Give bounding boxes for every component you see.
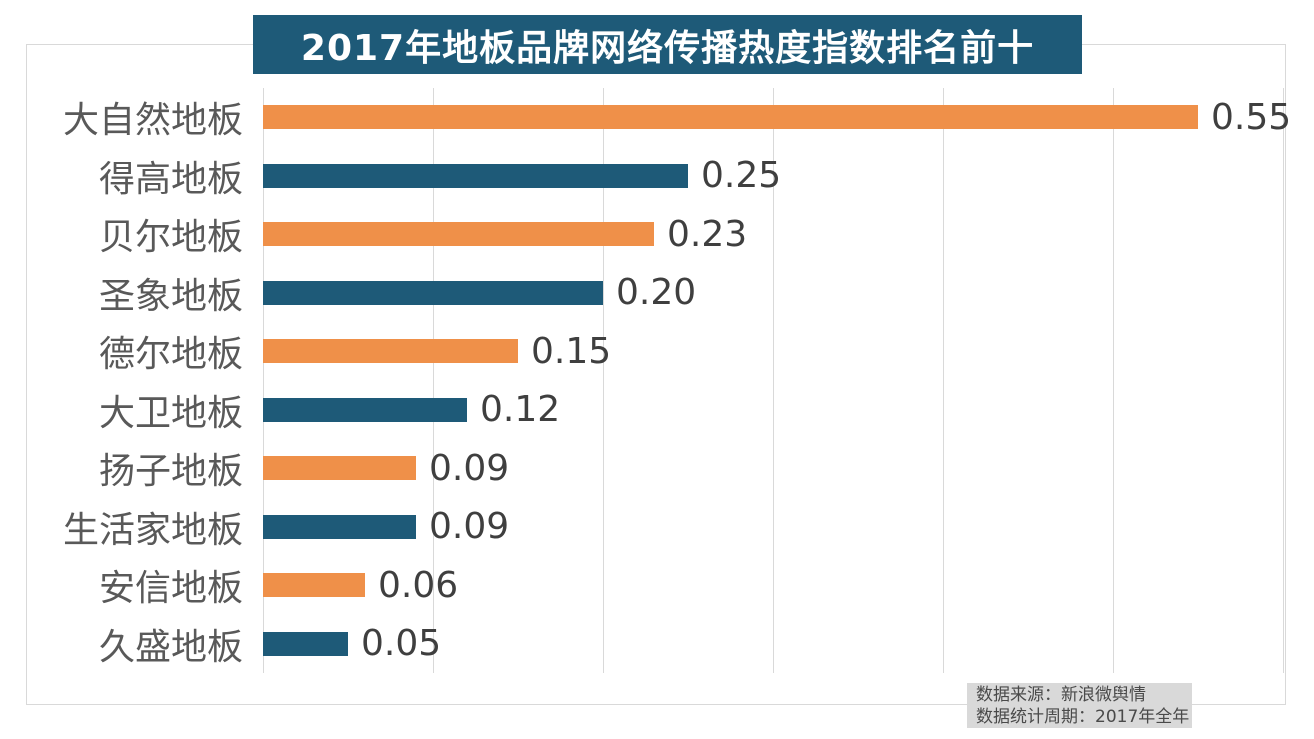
category-label: 大自然地板 (62, 100, 243, 142)
value-label: 0.05 (361, 623, 442, 665)
gridline (603, 88, 604, 673)
bar (263, 573, 365, 598)
category-label: 大卫地板 (98, 392, 243, 434)
category-label: 圣象地板 (98, 275, 243, 317)
gridline (263, 88, 264, 673)
category-label: 得高地板 (98, 158, 243, 200)
category-label: 德尔地板 (98, 334, 243, 376)
gridline (1283, 88, 1284, 673)
bar (263, 163, 688, 188)
gridline (773, 88, 774, 673)
value-label: 0.06 (378, 564, 459, 606)
bar (263, 514, 416, 539)
value-label: 0.09 (429, 506, 510, 548)
category-label: 扬子地板 (98, 451, 243, 493)
bar (263, 105, 1198, 130)
source-line: 数据来源：新浪微舆情 (976, 684, 1146, 705)
plot-frame (26, 44, 1286, 705)
bar (263, 397, 467, 422)
bar (263, 280, 603, 305)
bar (263, 339, 518, 364)
value-label: 0.55 (1211, 96, 1292, 138)
chart-title: 2017年地板品牌网络传播热度指数排名前十 (253, 15, 1082, 74)
category-label: 贝尔地板 (98, 217, 243, 259)
source-note: 数据来源：新浪微舆情 数据统计周期：2017年全年 (967, 683, 1192, 728)
category-label: 生活家地板 (62, 509, 243, 551)
bar (263, 631, 348, 656)
category-labels: 大自然地板得高地板贝尔地板圣象地板德尔地板大卫地板扬子地板生活家地板安信地板久盛… (26, 88, 243, 673)
gridline (1113, 88, 1114, 673)
category-label: 久盛地板 (98, 626, 243, 668)
value-label: 0.23 (667, 213, 748, 255)
value-label: 0.25 (701, 155, 782, 197)
value-label: 0.15 (531, 330, 612, 372)
plot-area: 0.55 0.25 0.23 0.20 0.15 0.12 0.09 0.09 0.06 0.05 (263, 88, 1291, 673)
bar (263, 456, 416, 481)
value-label: 0.12 (480, 389, 561, 431)
category-label: 安信地板 (98, 568, 243, 610)
bar (263, 222, 654, 247)
value-label: 0.09 (429, 447, 510, 489)
value-label: 0.20 (616, 272, 697, 314)
gridline (943, 88, 944, 673)
gridline (433, 88, 434, 673)
period-line: 数据统计周期：2017年全年 (976, 706, 1190, 727)
